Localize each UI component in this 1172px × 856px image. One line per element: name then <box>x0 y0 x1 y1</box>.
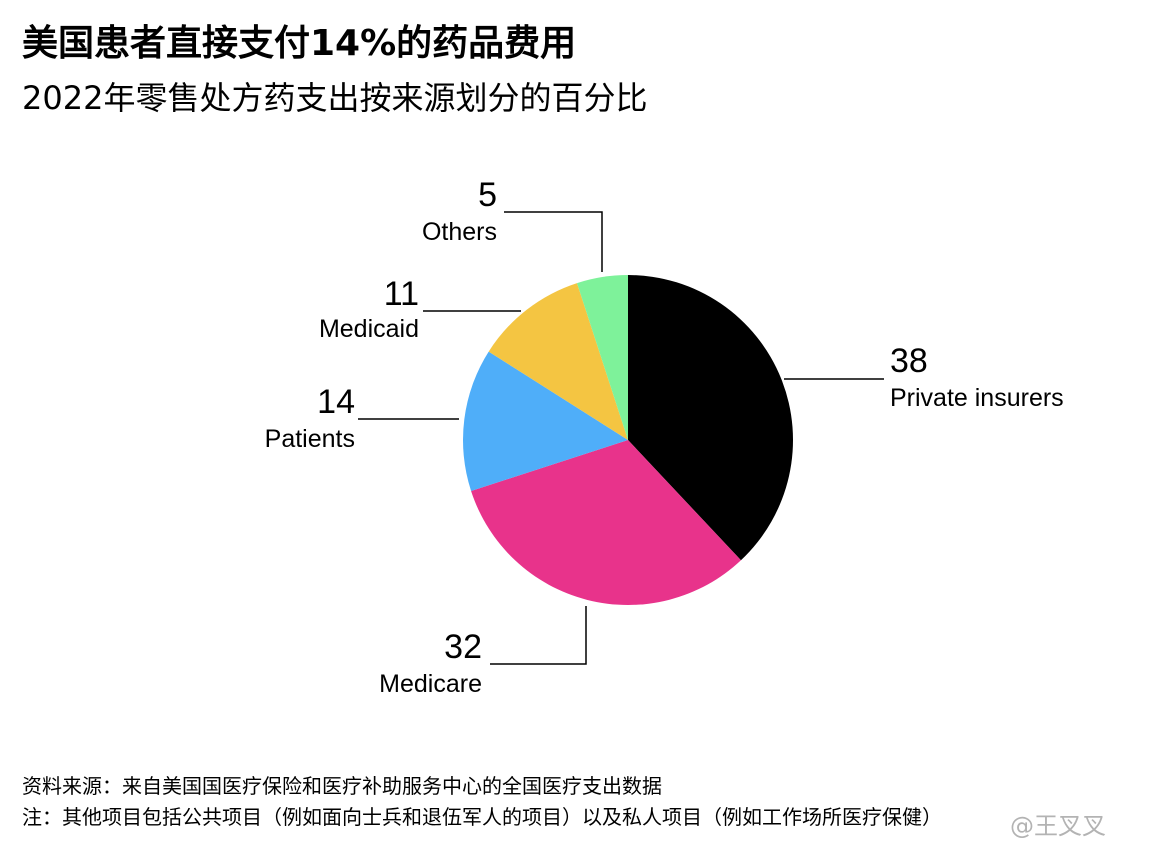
source-note: 资料来源：来自美国国医疗保险和医疗补助服务中心的全国医疗支出数据 <box>22 774 662 798</box>
data-label-private-insurers: 38 <box>890 342 928 380</box>
leader-line-medicare <box>490 606 587 665</box>
chart-title: 美国患者直接支付14%的药品费用 <box>22 23 577 64</box>
pie-slice-private-insurers <box>628 275 793 561</box>
leader-line-others <box>504 211 603 272</box>
pie-slice-medicare <box>471 440 741 605</box>
data-label-patients: 14 <box>317 383 355 421</box>
chart-subtitle: 2022年零售处方药支出按来源划分的百分比 <box>22 79 648 117</box>
category-label-medicare: Medicare <box>379 670 482 698</box>
data-label-others: 5 <box>478 176 497 214</box>
category-label-others: Others <box>422 218 497 246</box>
footnote: 注：其他项目包括公共项目（例如面向士兵和退伍军人的项目）以及私人项目（例如工作场… <box>22 805 942 829</box>
category-label-private-insurers: Private insurers <box>890 384 1064 412</box>
data-label-medicare: 32 <box>444 628 482 666</box>
data-label-medicaid: 11 <box>384 275 419 313</box>
pie-chart: 38 Private insurers 32 Medicare 14 Patients 11… <box>265 176 1064 698</box>
category-label-medicaid: Medicaid <box>319 315 419 343</box>
category-label-patients: Patients <box>265 425 355 453</box>
pie-slice-medicaid <box>488 283 628 440</box>
pie-slice-patients <box>463 351 628 491</box>
pie-slice-others <box>577 275 628 440</box>
watermark: @王叉叉 <box>1010 812 1106 840</box>
